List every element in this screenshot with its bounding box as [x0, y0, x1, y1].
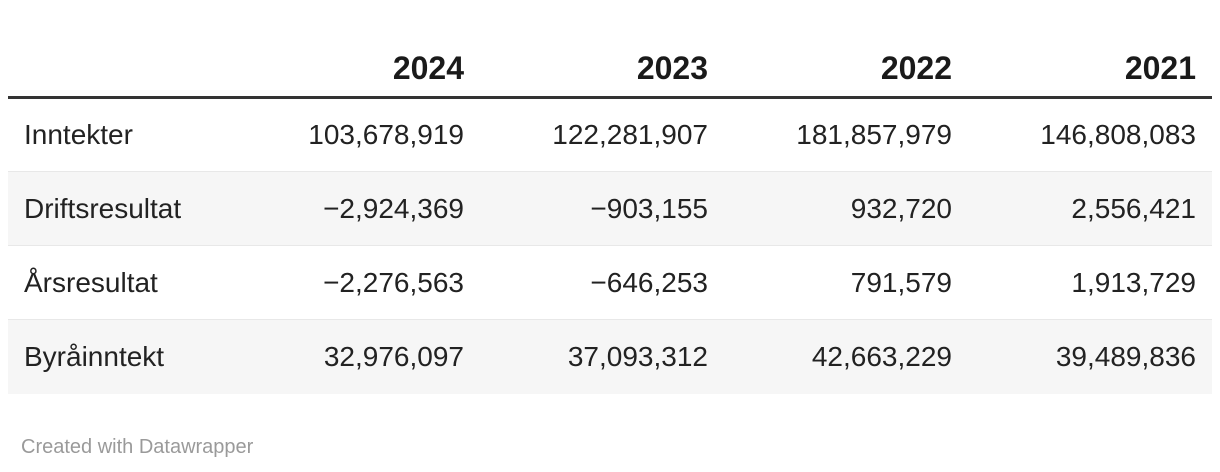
cell-value: −646,253: [590, 266, 708, 298]
chart-footer: Created with Datawrapper: [8, 436, 1212, 459]
cell-value: 32,976,097: [323, 340, 464, 372]
year-column-header-2022: 2022: [880, 50, 952, 86]
table-row-driftsresultat: Driftsresultat −2,924,369 −903,155 932,7…: [8, 171, 1212, 246]
table-row-arsresultat: Årsresultat −2,276,563 −646,253 791,579 …: [8, 246, 1212, 320]
year-column-header-2024: 2024: [392, 50, 464, 86]
row-label: Byråinntekt: [24, 340, 165, 372]
cell-value: 791,579: [850, 266, 952, 298]
row-label: Inntekter: [24, 119, 133, 150]
row-label: Årsresultat: [24, 266, 158, 298]
cell-value: 103,678,919: [308, 119, 464, 150]
cell-value: 181,857,979: [796, 119, 952, 150]
cell-value: 932,720: [850, 192, 952, 224]
table-row-byrainntekt: Byråinntekt 32,976,097 37,093,312 42,663…: [8, 319, 1212, 394]
row-label: Driftsresultat: [24, 192, 182, 224]
datawrapper-attribution-link[interactable]: Created with Datawrapper: [21, 435, 254, 458]
header-row: 2024 2023 2022 2021: [8, 40, 1212, 98]
cell-value: 2,556,421: [1071, 192, 1196, 224]
cell-value: 146,808,083: [1040, 119, 1196, 150]
cell-value: 42,663,229: [811, 340, 952, 372]
cell-value: −2,924,369: [323, 192, 464, 224]
cell-value: −903,155: [590, 192, 708, 224]
row-label-header: [8, 40, 236, 98]
cell-value: 39,489,836: [1055, 340, 1196, 372]
financial-results-table: 2024 2023 2022 2021 Inntekter 103,678,91…: [8, 40, 1212, 394]
table-row-inntekter: Inntekter 103,678,919 122,281,907 181,85…: [8, 98, 1212, 172]
year-column-header-2021: 2021: [1124, 50, 1196, 86]
cell-value: 1,913,729: [1071, 266, 1196, 298]
cell-value: −2,276,563: [323, 266, 464, 298]
cell-value: 122,281,907: [552, 119, 708, 150]
year-column-header-2023: 2023: [636, 50, 708, 86]
cell-value: 37,093,312: [567, 340, 708, 372]
